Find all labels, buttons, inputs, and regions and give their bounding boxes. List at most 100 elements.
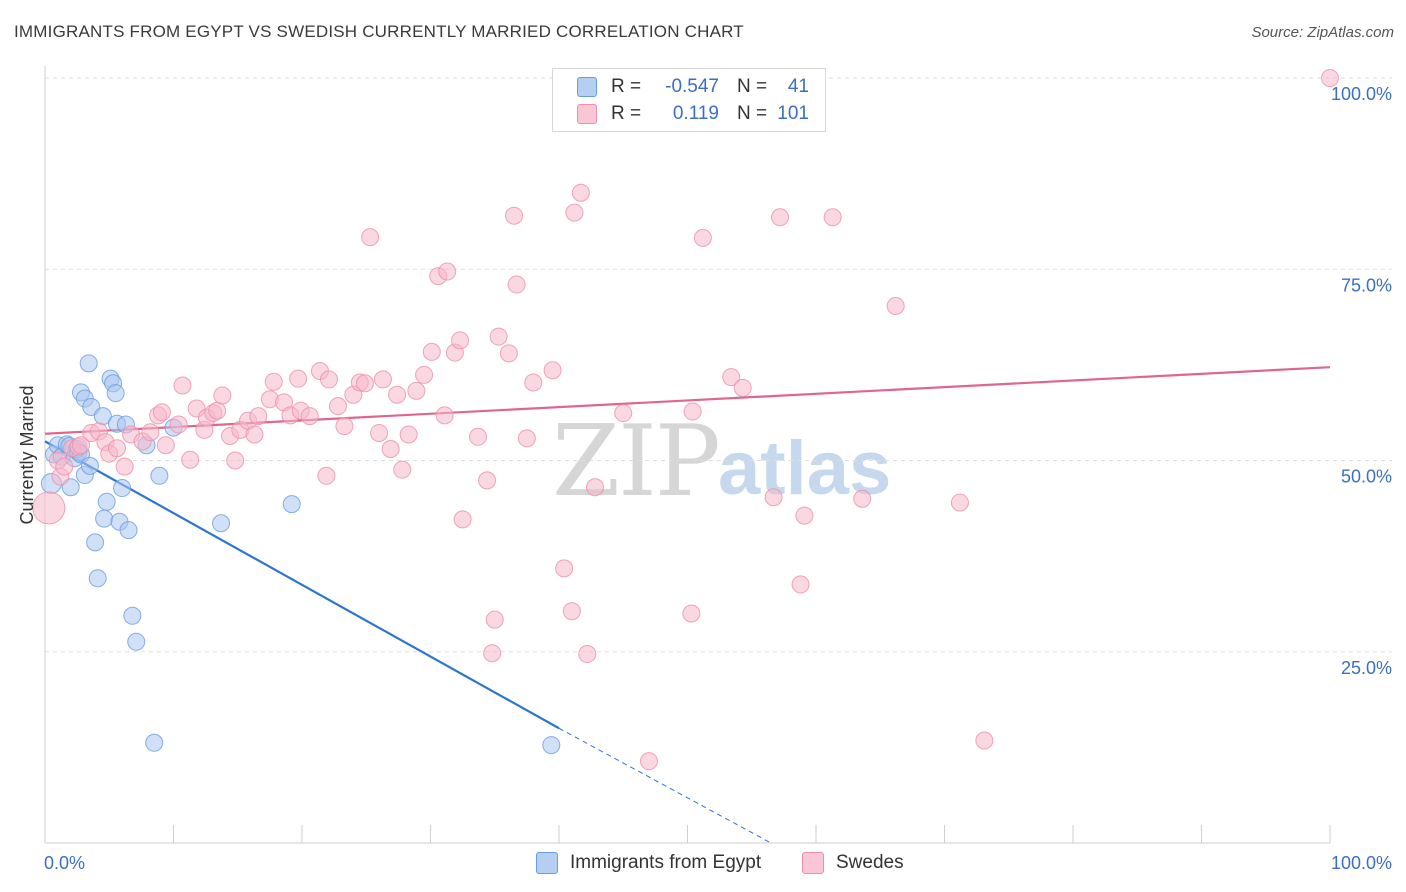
swedes-point [764,488,783,507]
swedes-point [107,439,126,458]
y-tick-label: 50.0% [1341,467,1392,487]
x-tick-label: 100.0% [1331,853,1392,873]
watermark-zip: ZIP [552,405,721,519]
legend-label-swedes: Swedes [836,852,904,873]
swedes-point [213,386,232,405]
swedes-point [370,423,389,442]
swedes-point [156,436,175,455]
swedes-point [355,374,374,393]
egypt-point [542,736,561,755]
legend-r-value: -0.547 [665,76,719,97]
swedes-point [393,460,412,479]
egypt-trend-extension [558,727,772,844]
egypt-point [282,495,301,514]
swedes-point [517,429,536,448]
egypt-point [79,354,98,373]
swedes-point [335,417,354,436]
swedes-point [169,415,188,434]
swedes-point [469,427,488,446]
swedes-point [422,342,441,361]
swedes-point [791,575,810,594]
egypt-point [95,509,114,528]
swedes-point [524,373,543,392]
swedes-point [489,327,508,346]
swedes-point [141,423,160,442]
legend-item-swedes[interactable]: Swedes [802,852,904,874]
swedes-point [319,370,338,389]
swedes-point [571,183,590,202]
swedes-point [249,407,268,426]
swedes-point [451,331,470,350]
source-label: Source: ZipAtlas.com [1251,24,1394,41]
legend-r-value: 0.119 [672,103,719,124]
swedes-point [478,471,497,490]
swedes-point [795,506,814,525]
swedes-point [886,296,905,315]
egypt-point [212,514,231,533]
legend-n-label: N = [737,76,768,97]
swedes-point [181,450,200,469]
swedes-point [373,370,392,389]
swedes-point [264,372,283,391]
swedes-point [438,262,457,281]
swedes-point [722,368,741,387]
swedes-point [562,602,581,621]
y-tick-label: 75.0% [1341,275,1392,295]
legend-swatch-egypt [536,852,558,874]
swedes-point [975,731,994,750]
swedes-point [399,425,418,444]
legend-n-value: 41 [787,76,809,97]
egypt-point [123,606,142,625]
swedes-point [682,604,701,623]
series-legend: Immigrants from Egypt Swedes [0,852,1406,878]
swedes-point [317,466,336,485]
swedes-point [733,378,752,397]
y-tick-label: 100.0% [1331,84,1392,104]
legend-n-value: 101 [777,103,809,124]
swedes-point [585,478,604,497]
legend-row-egypt: R = -0.547 N = 41 [577,74,809,100]
y-axis-label: Currently Married [17,385,37,524]
swedes-point [578,645,597,664]
swedes-point [32,491,66,525]
legend-r-label: R = [611,103,642,124]
swedes-point [555,559,574,578]
legend-item-egypt[interactable]: Immigrants from Egypt [536,852,761,874]
swedes-point [173,376,192,395]
swedes-point [693,228,712,247]
swedes-point [485,610,504,629]
swedes-point [639,752,658,771]
swedes-point [55,457,74,476]
legend-swatch-egypt [577,77,597,97]
egypt-point [88,569,107,588]
legend-swatch-swedes [577,104,597,124]
swedes-point [300,407,319,426]
swedes-point [415,365,434,384]
data-points [32,69,1339,771]
swedes-point [543,361,562,380]
swedes-point [453,510,472,529]
swedes-point [771,208,790,227]
swedes-point [614,404,633,423]
y-tick-label: 25.0% [1341,658,1392,678]
swedes-point [950,493,969,512]
legend-r-label: R = [611,76,642,97]
swedes-point [226,451,245,470]
legend-row-swedes: R = 0.119 N = 101 [577,101,809,127]
swedes-point [388,385,407,404]
egypt-point [86,533,105,552]
legend-n-label: N = [737,103,768,124]
gridlines [45,77,1392,653]
legend-label-egypt: Immigrants from Egypt [570,852,762,873]
swedes-point [435,406,454,425]
swedes-point [499,344,518,363]
correlation-legend: R = -0.547 N = 41 R = 0.119 N = 101 [552,68,826,132]
swedes-point [71,436,90,455]
swedes-point [361,228,380,247]
chart-title: IMMIGRANTS FROM EGYPT VS SWEDISH CURRENT… [14,22,744,41]
swedes-point [407,381,426,400]
tick-labels: 25.0% 50.0% 75.0% 100.0% 0.0% 100.0% [44,84,1392,873]
swedes-point [381,440,400,459]
egypt-point [113,479,132,498]
swedes-point [245,425,264,444]
